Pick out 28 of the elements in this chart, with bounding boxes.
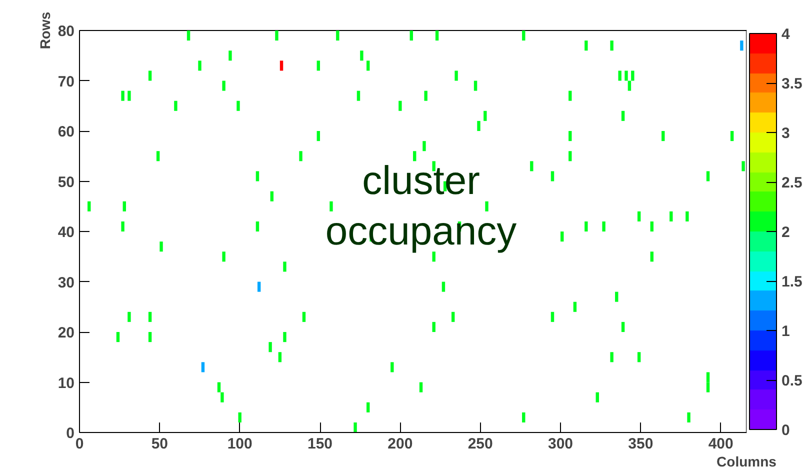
y-tick-label: 10 [58,374,75,392]
y-tick-label: 30 [58,274,75,292]
color-bar-label: 1 [782,323,790,340]
x-axis-title: Columns [716,454,777,470]
x-tick-label: 400 [708,436,734,452]
color-bar-label: 2.5 [782,174,802,192]
x-tick-label: 250 [468,436,493,452]
x-tick-label: 100 [227,436,252,452]
x-tick-label: 200 [388,436,413,452]
color-bar-label: 3 [782,125,790,142]
color-bar-label: 0 [782,422,790,439]
y-axis-title: Rows [36,12,53,50]
y-tick-label: 70 [58,73,75,90]
y-tick-label: 60 [58,124,75,140]
color-bar-label: 1.5 [782,274,802,290]
x-tick-label: 50 [151,436,168,452]
x-tick-label: 300 [548,436,574,452]
y-tick-label: 80 [58,23,75,40]
y-tick-label: 0 [66,425,74,442]
x-tick-label: 350 [628,436,654,452]
y-tick-label: 50 [58,174,75,191]
color-bar-label: 4 [782,26,790,43]
x-tick-label: 150 [307,436,333,452]
color-bar-label: 3.5 [782,76,802,92]
y-tick-label: 40 [58,224,75,241]
y-tick-label: 20 [58,324,75,342]
color-bar-label: 0.5 [782,372,802,390]
color-bar-label: 2 [782,224,790,241]
